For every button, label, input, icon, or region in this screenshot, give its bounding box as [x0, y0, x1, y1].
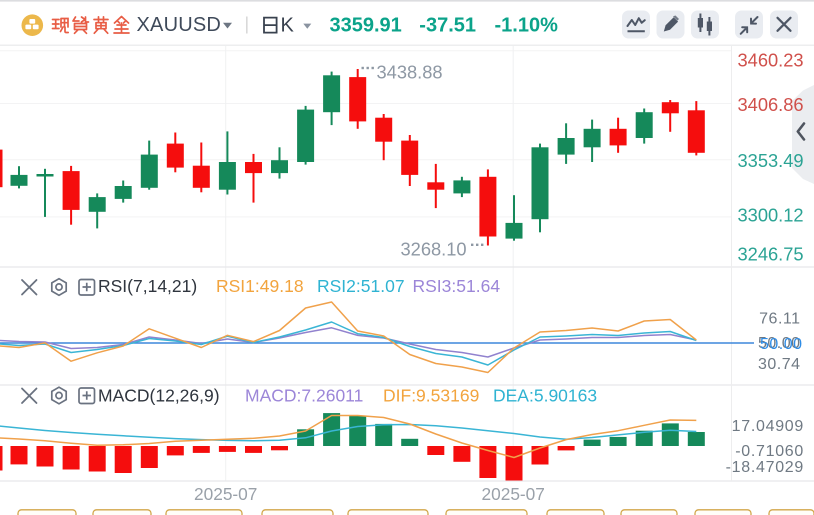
- svg-text:3406.86: 3406.86: [738, 94, 804, 115]
- svg-text:-37.51: -37.51: [419, 15, 476, 37]
- svg-text:3268.10: 3268.10: [401, 238, 467, 259]
- svg-text:-0.71060: -0.71060: [735, 443, 804, 460]
- svg-text:17.04909: 17.04909: [732, 418, 804, 435]
- svg-text:DEA:5.90163: DEA:5.90163: [493, 385, 597, 405]
- svg-text:30.74: 30.74: [758, 356, 801, 373]
- svg-text:K: K: [281, 15, 295, 37]
- svg-text:-1.10%: -1.10%: [495, 15, 559, 37]
- svg-text:-18.47029: -18.47029: [726, 459, 804, 476]
- svg-text:MACD:7.26011: MACD:7.26011: [245, 385, 363, 405]
- svg-text:2025-07: 2025-07: [481, 484, 544, 504]
- svg-text:50.00: 50.00: [758, 335, 801, 352]
- svg-text:3359.91: 3359.91: [330, 15, 402, 37]
- svg-text:3246.75: 3246.75: [738, 244, 804, 265]
- svg-text:3438.88: 3438.88: [377, 61, 443, 82]
- svg-text:3300.12: 3300.12: [738, 204, 804, 225]
- svg-text:XAUUSD: XAUUSD: [137, 14, 222, 36]
- svg-text:DIF:9.53169: DIF:9.53169: [383, 385, 479, 405]
- svg-text:RSI1:49.18: RSI1:49.18: [216, 276, 304, 296]
- svg-text:2025-07: 2025-07: [194, 484, 257, 504]
- svg-text:3353.49: 3353.49: [738, 150, 804, 171]
- svg-text:76.11: 76.11: [759, 310, 800, 327]
- svg-text:MACD(12,26,9): MACD(12,26,9): [98, 385, 220, 405]
- svg-text:RSI2:51.07: RSI2:51.07: [317, 276, 405, 296]
- svg-text:50.00: 50.00: [760, 336, 803, 353]
- svg-text:RSI3:51.64: RSI3:51.64: [413, 276, 501, 296]
- svg-text:3460.23: 3460.23: [738, 50, 804, 71]
- svg-text:RSI(7,14,21): RSI(7,14,21): [98, 276, 197, 296]
